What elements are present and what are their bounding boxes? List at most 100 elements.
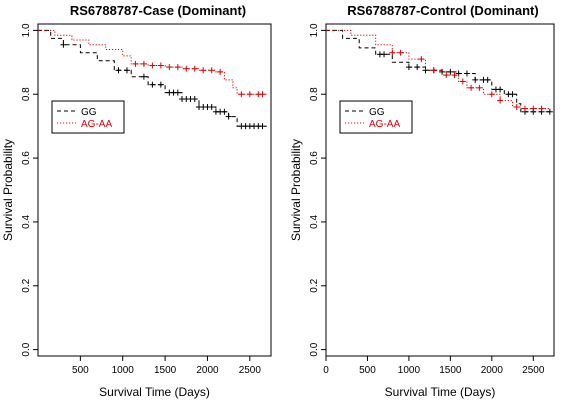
chart-panel-case: RS6788787-Case (Dominant) Survival Time … [1,3,272,399]
survival-curve-gg [326,29,550,113]
censor-mark [149,62,156,69]
censor-mark [166,64,173,71]
chart-panel-control: RS6788787-Control (Dominant) Survival Ti… [289,3,555,399]
censor-mark [405,64,412,71]
censor-mark [191,65,198,72]
censor-mark [418,56,425,63]
censor-mark [174,64,181,71]
censor-mark [200,67,207,74]
legend: GG AG-AA [51,100,125,134]
x-tick-label: 1500 [154,365,177,376]
axes: 500 1000 1500 2000 2500 0.0 0.2 0.4 0.6 0.8 1.0 [21,23,261,376]
censor-mark [430,67,437,74]
censor-mark [397,49,404,56]
legend-box [339,100,413,134]
y-tick-label: 0.8 [21,87,32,101]
x-axis-label: Survival Time (Days) [385,385,496,399]
legend-label-ag-aa: AG-AA [369,119,400,130]
censor-mark [225,113,232,120]
x-axis-label: Survival Time (Days) [99,385,210,399]
plot-frame [37,23,272,357]
censor-mark [513,104,520,110]
censor-mark [191,96,198,103]
x-tick-label: 500 [72,365,89,376]
plot-frame [325,23,555,357]
censor-mark [259,91,266,98]
chart-title: RS6788787-Control (Dominant) [347,3,538,18]
censor-mark [149,81,156,88]
censor-mark [238,91,245,98]
x-tick-label: 0 [323,365,329,376]
censor-mark [60,41,67,48]
x-tick-label: 2000 [481,365,504,376]
censor-mark [208,104,215,110]
y-tick-label: 0.0 [21,342,32,356]
censor-mark [497,97,504,104]
censor-mark [476,84,483,91]
x-tick-label: 2500 [522,365,545,376]
censor-mark [259,123,266,130]
censor-mark [157,81,164,88]
legend-label-gg: GG [81,107,97,118]
censor-mark [246,91,253,98]
censor-mark [468,84,475,91]
censor-mark [208,67,215,74]
censor-mark [521,105,528,112]
censor-mark [381,51,388,58]
legend-label-ag-aa: AG-AA [81,119,112,130]
survival-curve-ag-aa [38,29,267,95]
x-tick-label: 500 [359,365,376,376]
y-tick-label: 0.8 [309,87,320,101]
censor-mark [447,68,454,75]
censor-mark [132,60,139,67]
y-tick-label: 0.4 [309,215,320,229]
y-tick-label: 0.2 [309,278,320,292]
censor-mark [488,91,495,98]
censor-mark [174,89,181,96]
censor-mark [414,64,421,71]
chart-title: RS6788787-Case (Dominant) [70,3,246,18]
censor-mark [463,70,470,77]
axes: 0 500 1000 1500 2000 2500 0.0 0.2 0.4 0.6 0.8 1.0 [309,23,545,376]
y-axis-label: Survival Probability [289,139,303,241]
censor-mark [389,49,396,56]
x-tick-label: 1000 [398,365,421,376]
censor-mark [472,76,479,83]
censor-mark [546,108,553,115]
y-tick-label: 0.6 [309,151,320,165]
y-tick-label: 0.4 [21,215,32,229]
censor-mark [538,105,545,112]
y-tick-label: 1.0 [21,23,32,37]
censor-mark [443,72,450,79]
survival-curve-ag-aa [326,29,550,110]
y-tick-label: 0.2 [21,278,32,292]
censor-mark [183,65,190,72]
censor-mark [221,108,228,115]
x-tick-label: 1500 [439,365,462,376]
x-tick-label: 2500 [239,365,262,376]
y-axis-label: Survival Probability [1,139,15,241]
censor-mark [451,72,458,79]
censor-mark [140,73,147,80]
censor-mark [123,67,130,74]
legend-label-gg: GG [369,107,385,118]
censor-mark [140,60,147,67]
y-tick-label: 1.0 [309,23,320,37]
censor-mark [497,86,504,93]
censor-mark [459,78,466,85]
x-tick-label: 1000 [112,365,135,376]
censor-mark [157,62,164,69]
x-tick-label: 2000 [196,365,219,376]
censor-mark [530,105,537,112]
censor-mark [509,91,516,98]
censor-mark [484,76,491,83]
censor-mark [115,67,122,74]
legend: GG AG-AA [339,100,413,134]
censor-mark [217,68,224,75]
y-tick-label: 0.6 [21,151,32,165]
legend-box [51,100,125,134]
y-tick-label: 0.0 [309,342,320,356]
series-group [38,29,267,130]
series-group [326,29,553,115]
